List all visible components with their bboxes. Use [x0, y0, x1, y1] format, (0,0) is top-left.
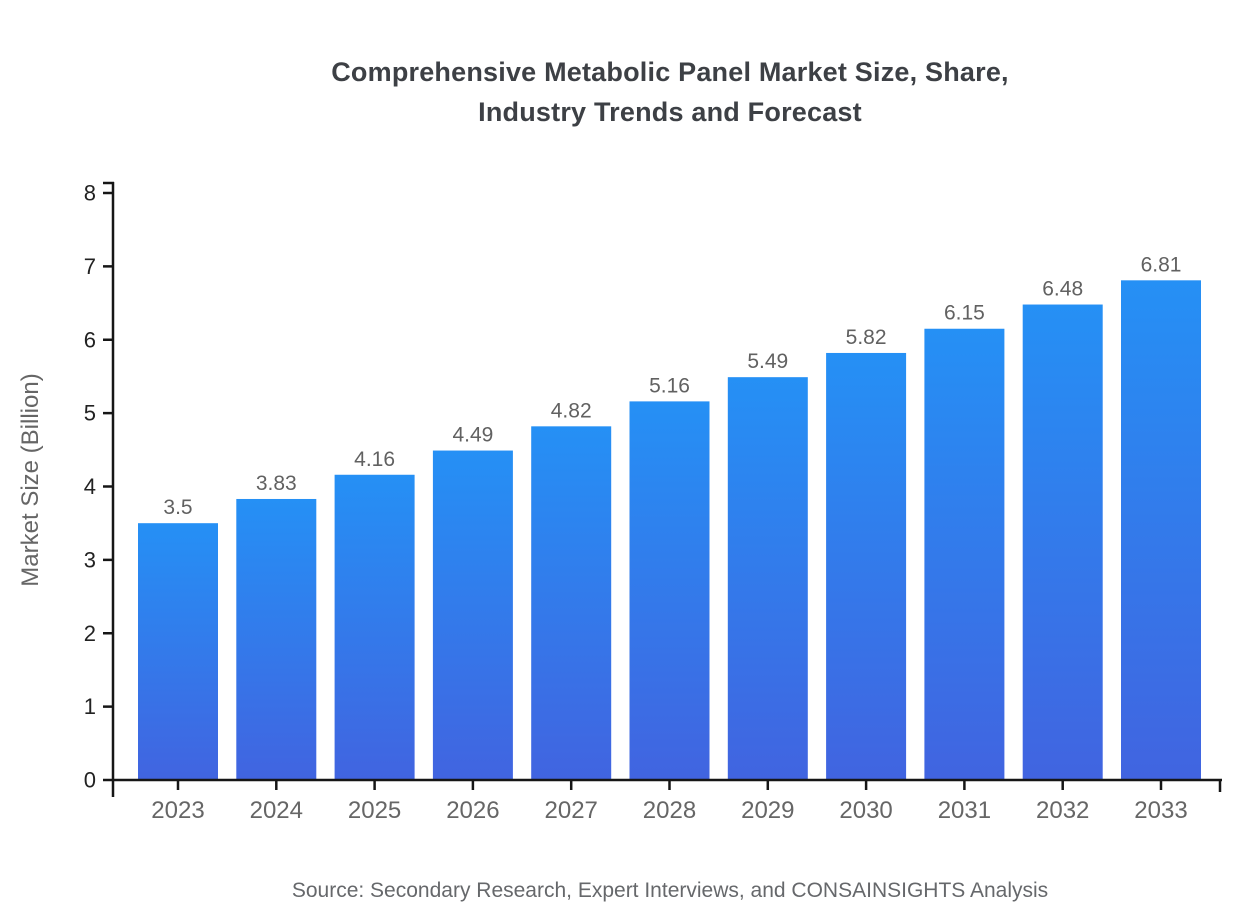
bar-value-label-2033: 6.81	[1141, 253, 1182, 276]
bar-2033	[1121, 280, 1201, 780]
y-tick-label-1: 1	[84, 694, 96, 719]
bar-value-label-2026: 4.49	[452, 424, 493, 447]
x-tick-label-2025: 2025	[348, 797, 401, 824]
bar-2025	[334, 474, 415, 780]
y-tick-label-2: 2	[84, 621, 96, 646]
x-tick-label-2027: 2027	[545, 797, 598, 824]
chart-title-line-2: Industry Trends and Forecast	[478, 97, 862, 127]
x-tick-label-2023: 2023	[151, 797, 204, 824]
y-tick-label-0: 0	[84, 768, 96, 793]
bar-value-label-2023: 3.5	[163, 496, 192, 519]
y-tick-label-7: 7	[84, 254, 96, 279]
bar-value-label-2025: 4.16	[354, 448, 395, 471]
bar-value-label-2027: 4.82	[551, 399, 592, 422]
bar-value-label-2030: 5.82	[846, 326, 887, 349]
bar-2027	[531, 426, 612, 780]
x-tick-label-2031: 2031	[938, 797, 991, 824]
y-tick-label-5: 5	[84, 401, 96, 426]
y-axis-title: Market Size (Billion)	[17, 373, 44, 586]
bar-value-label-2028: 5.16	[649, 374, 690, 397]
y-tick-label-8: 8	[84, 181, 96, 206]
bar-2024	[236, 498, 317, 780]
chart-title: Comprehensive Metabolic Panel Market Siz…	[113, 52, 1227, 132]
bar-value-label-2029: 5.49	[747, 350, 788, 373]
bar-value-label-2031: 6.15	[944, 302, 985, 325]
bar-2032	[1022, 304, 1103, 780]
bar-2029	[727, 377, 808, 780]
y-tick-label-3: 3	[84, 547, 96, 572]
source-note: Source: Secondary Research, Expert Inter…	[291, 879, 1049, 902]
x-tick-label-2026: 2026	[446, 797, 499, 824]
bar-value-label-2024: 3.83	[256, 472, 297, 495]
y-tick-label-4: 4	[84, 474, 96, 499]
x-tick-label-2033: 2033	[1134, 797, 1187, 824]
x-tick-label-2024: 2024	[250, 797, 303, 824]
y-tick-label-6: 6	[84, 327, 96, 352]
x-tick-label-2030: 2030	[839, 797, 892, 824]
bar-2023	[138, 523, 218, 780]
bar-2031	[924, 328, 1005, 780]
x-tick-label-2029: 2029	[741, 797, 794, 824]
bar-2026	[432, 450, 513, 780]
bar-2030	[826, 352, 907, 780]
x-tick-label-2028: 2028	[643, 797, 696, 824]
chart-title-line-1: Comprehensive Metabolic Panel Market Siz…	[331, 57, 1009, 87]
bar-value-label-2032: 6.48	[1042, 278, 1083, 301]
x-tick-label-2032: 2032	[1036, 797, 1089, 824]
bar-2028	[629, 401, 710, 780]
